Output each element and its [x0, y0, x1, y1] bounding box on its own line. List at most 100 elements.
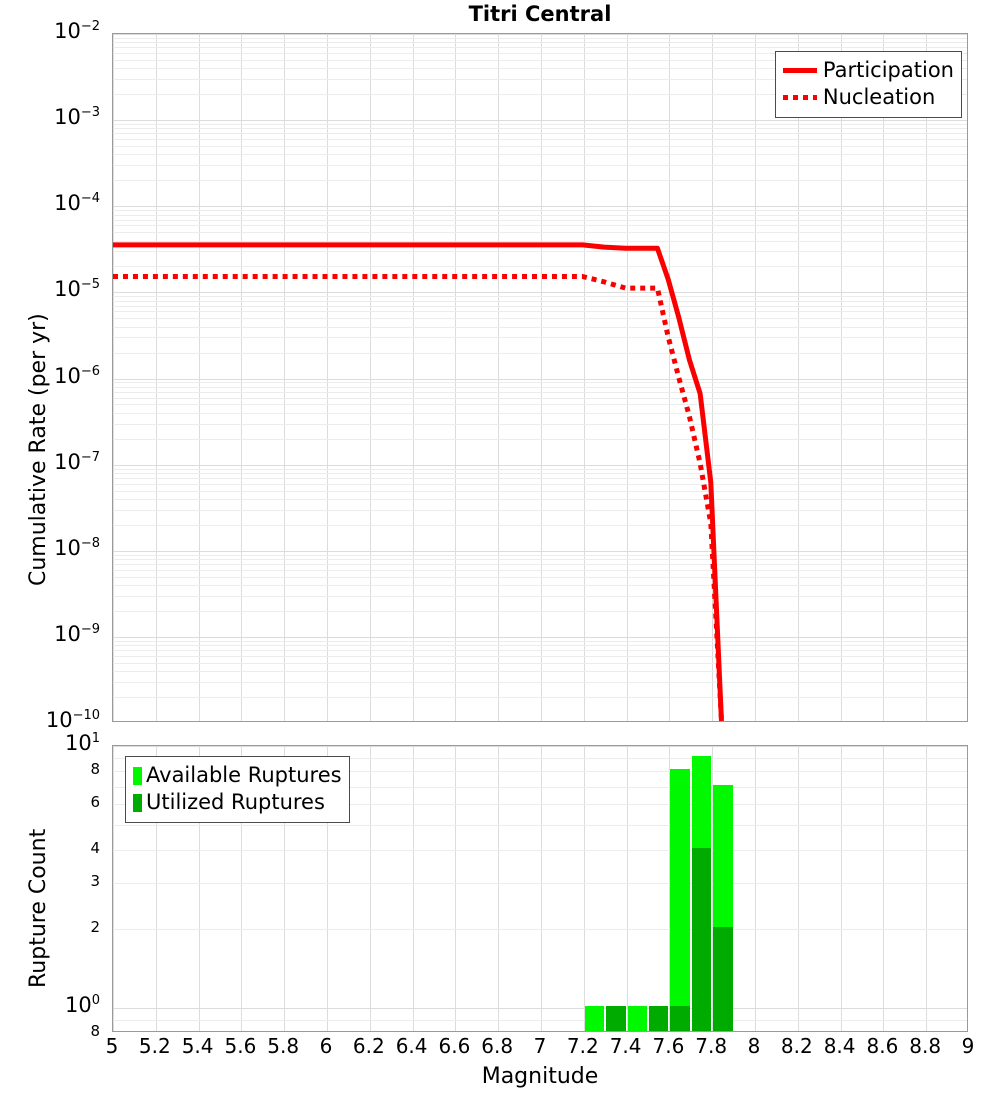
top-chart-gridlines	[113, 34, 967, 721]
y-tick-label: 10−5	[54, 277, 100, 302]
gridline-horizontal-minor	[113, 146, 967, 147]
gridline-horizontal-minor	[113, 215, 967, 216]
y-tick-label: 10−8	[54, 535, 100, 560]
top-chart-y-axis-ticks: 10−2 10−3 10−4 10−5 10−6 10−7 10−8 10−9 10−10	[0, 20, 106, 731]
gridline-vertical	[327, 746, 328, 1031]
gridline-horizontal-minor	[113, 311, 967, 312]
gridline-horizontal-major	[113, 551, 967, 552]
legend-label-available-ruptures: Available Ruptures	[146, 763, 342, 787]
gridline-vertical	[455, 746, 456, 1031]
bar-utilized-ruptures[interactable]	[691, 848, 712, 1031]
gridline-horizontal-minor	[113, 491, 967, 492]
gridline-vertical	[327, 34, 328, 721]
bottom-chart-legend: Available Ruptures Utilized Ruptures	[125, 756, 350, 823]
gridline-horizontal-minor	[113, 266, 967, 267]
gridline-vertical	[156, 34, 157, 721]
gridline-horizontal-minor	[113, 165, 967, 166]
gridline-horizontal	[113, 804, 967, 805]
gridline-horizontal-minor	[113, 210, 967, 211]
gridline-horizontal-minor	[113, 232, 967, 233]
legend-item-nucleation[interactable]: Nucleation	[782, 84, 954, 111]
x-tick-label: 6.6	[438, 1034, 471, 1058]
gridline-horizontal-minor	[113, 94, 967, 95]
gridline-horizontal-major	[113, 379, 967, 380]
bar-utilized-ruptures[interactable]	[606, 1005, 626, 1031]
x-tick-label: 7.6	[652, 1034, 685, 1058]
gridline-horizontal	[113, 787, 967, 788]
available-ruptures-swatch-icon	[133, 766, 142, 785]
rupture-count-bars	[113, 746, 967, 1031]
x-tick-label: 6.2	[352, 1034, 385, 1058]
gridline-horizontal	[113, 746, 967, 747]
y-tick-label: 8	[90, 1022, 100, 1040]
x-tick-label: 7	[533, 1034, 547, 1058]
gridline-horizontal-minor	[113, 251, 967, 252]
page-title: Titri Central	[468, 2, 612, 26]
bottom-chart-gridlines	[113, 746, 967, 1031]
gridline-horizontal-minor	[113, 306, 967, 307]
gridline-horizontal-minor	[113, 645, 967, 646]
gridline-horizontal-minor	[113, 404, 967, 405]
gridline-horizontal-major	[113, 465, 967, 466]
gridline-horizontal-minor	[113, 220, 967, 221]
gridline-vertical	[841, 746, 842, 1031]
y-tick-label: 4	[90, 839, 100, 858]
gridline-horizontal-minor	[113, 68, 967, 69]
top-chart-legend: Participation Nucleation	[774, 51, 962, 118]
gridline-horizontal-minor	[113, 525, 967, 526]
gridline-vertical	[498, 746, 499, 1031]
gridline-horizontal-minor	[113, 650, 967, 651]
gridline-horizontal	[113, 929, 967, 930]
legend-item-utilized-ruptures[interactable]: Utilized Ruptures	[133, 789, 342, 816]
x-tick-label: 6	[319, 1034, 333, 1058]
x-tick-label: 9	[961, 1034, 975, 1058]
gridline-horizontal	[113, 1020, 967, 1021]
gridline-vertical	[284, 34, 285, 721]
gridline-vertical	[841, 34, 842, 721]
utilized-ruptures-swatch-icon	[133, 793, 142, 812]
gridline-horizontal-minor	[113, 413, 967, 414]
gridline-horizontal-minor	[113, 564, 967, 565]
gridline-vertical	[199, 746, 200, 1031]
gridline-horizontal-minor	[113, 663, 967, 664]
y-tick-label: 10−6	[54, 363, 100, 388]
gridline-horizontal-minor	[113, 559, 967, 560]
x-tick-label: 5.2	[138, 1034, 171, 1058]
top-chart-y-axis-label: Cumulative Rate (per yr)	[26, 313, 51, 586]
gridline-horizontal-minor	[113, 577, 967, 578]
gridline-vertical	[627, 34, 628, 721]
gridline-horizontal-minor	[113, 473, 967, 474]
y-tick-label: 3	[90, 871, 100, 890]
bar-utilized-ruptures[interactable]	[670, 1005, 690, 1031]
x-tick-label: 7.4	[609, 1034, 642, 1058]
y-tick-label: 100	[64, 992, 100, 1017]
gridline-horizontal	[113, 771, 967, 772]
gridline-vertical	[669, 746, 670, 1031]
gridline-horizontal-minor	[113, 133, 967, 134]
legend-item-available-ruptures[interactable]: Available Ruptures	[133, 762, 342, 789]
bar-available-ruptures[interactable]	[584, 1005, 605, 1031]
gridline-vertical	[584, 34, 585, 721]
bar-utilized-ruptures[interactable]	[713, 926, 733, 1031]
gridline-vertical	[541, 34, 542, 721]
gridline-horizontal-minor	[113, 225, 967, 226]
bar-utilized-ruptures[interactable]	[649, 1005, 669, 1031]
gridline-horizontal-minor	[113, 38, 967, 39]
gridline-horizontal-minor	[113, 42, 967, 43]
gridline-vertical	[370, 34, 371, 721]
nucleation-dotted-swatch-icon	[782, 95, 817, 100]
gridline-horizontal-minor	[113, 327, 967, 328]
bar-available-ruptures[interactable]	[670, 769, 690, 1031]
bar-available-ruptures[interactable]	[627, 1005, 647, 1031]
y-tick-label: 10−3	[54, 105, 100, 130]
gridline-horizontal-minor	[113, 53, 967, 54]
y-tick-label: 8	[90, 760, 100, 779]
x-tick-label: 8.6	[866, 1034, 899, 1058]
gridline-vertical	[455, 34, 456, 721]
gridline-horizontal-minor	[113, 47, 967, 48]
legend-item-participation[interactable]: Participation	[782, 57, 954, 84]
gridline-horizontal-minor	[113, 656, 967, 657]
x-tick-label: 7.2	[566, 1034, 599, 1058]
gridline-horizontal-minor	[113, 296, 967, 297]
x-tick-label: 7.8	[695, 1034, 728, 1058]
